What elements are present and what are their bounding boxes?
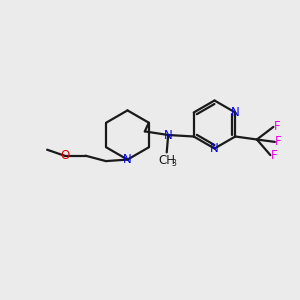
Text: F: F (275, 135, 282, 148)
Text: N: N (164, 128, 172, 142)
Text: 3: 3 (171, 159, 176, 168)
Text: F: F (274, 120, 280, 134)
Text: N: N (231, 106, 240, 119)
Text: N: N (210, 142, 219, 155)
Text: O: O (60, 149, 69, 162)
Text: N: N (123, 153, 132, 166)
Text: F: F (271, 148, 277, 162)
Text: CH: CH (158, 154, 175, 167)
